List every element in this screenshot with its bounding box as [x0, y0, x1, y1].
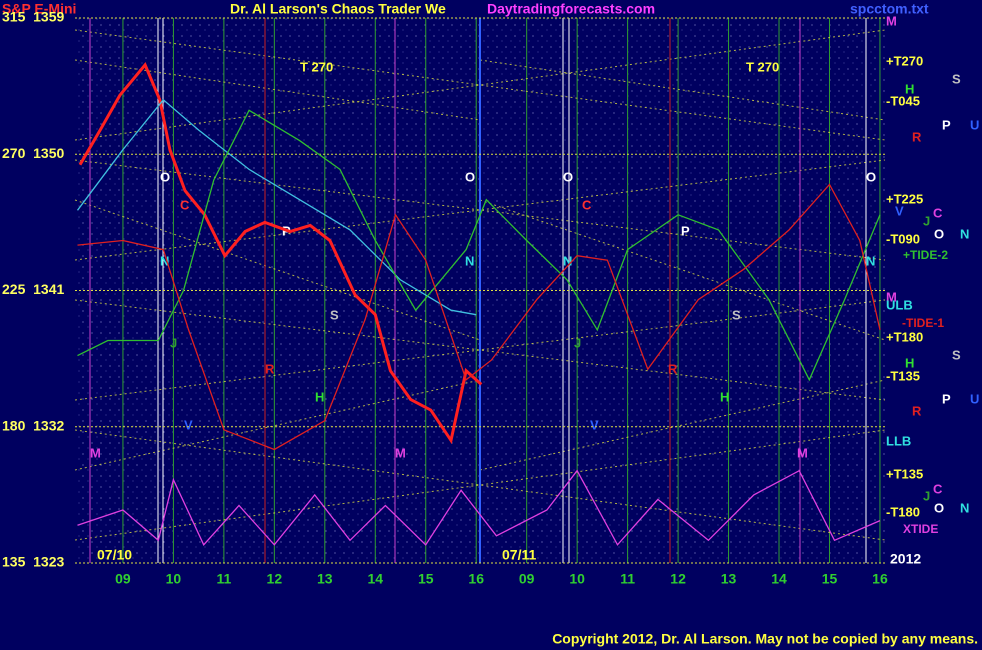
x-tick-label: 12 — [267, 571, 283, 587]
annotation: O — [866, 169, 876, 184]
annotation: H — [905, 355, 914, 370]
copyright: Copyright 2012, Dr. Al Larson. May not b… — [552, 631, 978, 647]
x-tick-label: 16 — [872, 571, 888, 587]
x-tick-label: 15 — [418, 571, 434, 587]
x-tick-label: 14 — [771, 571, 787, 587]
date-label: 07/11 — [502, 547, 536, 563]
y-tick-label: 270 1350 — [2, 145, 64, 161]
legend-entry: +TIDE-2 — [903, 248, 948, 262]
annotation: C — [933, 205, 943, 220]
annotation: +T180 — [886, 329, 923, 344]
annotation: R — [668, 361, 678, 376]
x-tick-label: 14 — [367, 571, 383, 587]
file-name: spcctom.txt — [850, 1, 929, 17]
annotation: -T045 — [886, 93, 920, 108]
y-tick-label: 135 1323 — [2, 554, 64, 570]
annotation: U — [970, 391, 979, 406]
annotation: C — [933, 481, 943, 496]
annotation: H — [720, 389, 729, 404]
annotation: +T225 — [886, 191, 923, 206]
annotation: T 270 — [300, 59, 333, 74]
x-tick-label: 13 — [317, 571, 333, 587]
annotation: M — [886, 13, 897, 28]
annotation: S — [330, 307, 339, 322]
annotation: O — [465, 169, 475, 184]
annotation: C — [582, 197, 592, 212]
annotation: P — [681, 223, 690, 238]
annotation: O — [934, 226, 944, 241]
x-tick-label: 09 — [519, 571, 535, 587]
annotation: N — [960, 226, 969, 241]
annotation: J — [923, 488, 930, 503]
annotation: V — [895, 203, 904, 218]
annotation: S — [732, 307, 741, 322]
annotation: V — [590, 417, 599, 432]
annotation: J — [923, 213, 930, 228]
annotation: ULB — [886, 297, 913, 312]
series-line — [77, 469, 881, 546]
x-tick-label: 10 — [569, 571, 585, 587]
chart-title: Dr. Al Larson's Chaos Trader We — [230, 1, 446, 17]
annotation: R — [912, 403, 922, 418]
annotation: V — [184, 417, 193, 432]
instrument: S&P E-Mini — [2, 1, 76, 17]
legend-entry: -TIDE-1 — [902, 316, 944, 330]
annotation: O — [934, 500, 944, 515]
annotation: -T135 — [886, 368, 920, 383]
x-tick-label: 10 — [166, 571, 182, 587]
annotation: N — [866, 253, 875, 268]
series-line — [77, 183, 881, 451]
x-tick-label: 13 — [721, 571, 737, 587]
series-line — [77, 109, 881, 382]
x-tick-label: 16 — [468, 571, 484, 587]
date-label: 07/10 — [97, 547, 132, 563]
annotation: O — [563, 169, 573, 184]
x-tick-label: 11 — [620, 571, 635, 587]
annotation: T 270 — [746, 59, 779, 74]
annotation: R — [912, 129, 922, 144]
year-label: 2012 — [890, 551, 921, 567]
x-tick-label: 12 — [670, 571, 686, 587]
x-tick-label: 09 — [115, 571, 131, 587]
legend-entry: XTIDE — [903, 522, 938, 536]
annotation: U — [970, 117, 979, 132]
annotation: +T135 — [886, 466, 923, 481]
annotation: R — [265, 361, 275, 376]
subtitle: Daytradingforecasts.com — [487, 1, 655, 17]
annotation: J — [170, 335, 177, 350]
annotation: M — [90, 445, 101, 460]
annotation: J — [574, 335, 581, 350]
annotation: -T090 — [886, 231, 920, 246]
annotation: N — [960, 500, 969, 515]
annotation: N — [465, 253, 474, 268]
annotation: M — [395, 445, 406, 460]
chaos-lines — [74, 29, 886, 541]
annotation: +T270 — [886, 53, 923, 68]
annotation: LLB — [886, 433, 911, 448]
annotation: N — [563, 253, 572, 268]
series-line — [78, 62, 483, 445]
y-tick-label: 225 1341 — [2, 281, 64, 297]
annotation: N — [160, 253, 169, 268]
annotation: M — [797, 445, 808, 460]
x-tick-label: 15 — [822, 571, 838, 587]
annotation: O — [160, 169, 170, 184]
x-tick-label: 11 — [216, 571, 231, 587]
annotation: H — [315, 389, 324, 404]
annotation: M — [886, 289, 897, 304]
y-tick-label: 180 1332 — [2, 417, 64, 433]
series-line — [76, 98, 477, 316]
annotation: P — [942, 391, 951, 406]
annotation: C — [180, 197, 190, 212]
annotation: P — [942, 117, 951, 132]
y-tick-label: 315 1359 — [2, 9, 64, 25]
annotation: S — [952, 71, 961, 86]
annotation: H — [905, 81, 914, 96]
annotation: S — [952, 347, 961, 362]
annotation: -T180 — [886, 504, 920, 519]
